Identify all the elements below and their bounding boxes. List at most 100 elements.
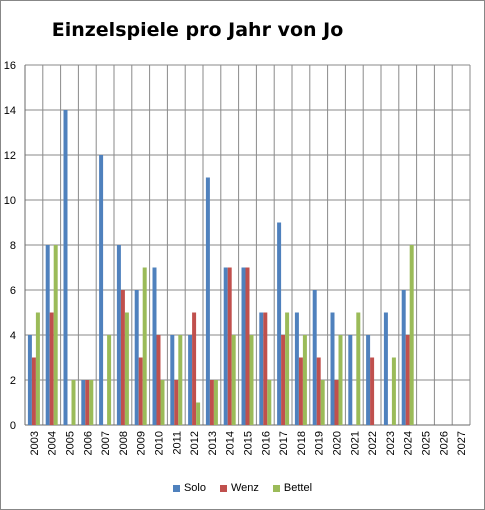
x-tick-label: 2013 xyxy=(207,431,219,455)
bar-wenz xyxy=(334,380,339,425)
legend-swatch xyxy=(172,484,180,492)
bar-solo xyxy=(63,110,68,425)
bar-bettel xyxy=(391,357,396,425)
x-tick-label: 2012 xyxy=(189,431,201,455)
x-tick-label: 2003 xyxy=(29,431,41,455)
bar-bettel xyxy=(356,312,361,425)
bar-solo xyxy=(45,245,50,425)
legend-item-solo: Solo xyxy=(172,482,206,494)
bar-wenz xyxy=(138,357,143,425)
bar-solo xyxy=(99,155,104,425)
bar-wenz xyxy=(316,357,321,425)
x-tick-label: 2025 xyxy=(421,431,433,455)
bar-solo xyxy=(27,335,32,425)
x-tick-label: 2015 xyxy=(243,431,255,455)
legend-label: Solo xyxy=(183,482,206,494)
x-tick-label: 2020 xyxy=(332,431,344,455)
bar-bettel xyxy=(160,380,165,425)
bar-bettel xyxy=(231,335,236,425)
bar-wenz xyxy=(49,312,54,425)
bar-bettel xyxy=(142,267,147,425)
bar-wenz xyxy=(245,267,250,425)
bar-bettel xyxy=(107,335,112,425)
bar-solo xyxy=(277,222,282,425)
x-tick-label: 2022 xyxy=(367,431,379,455)
bar-wenz xyxy=(209,380,214,425)
bar-wenz xyxy=(405,335,410,425)
bar-bettel xyxy=(320,380,325,425)
y-tick-label: 6 xyxy=(10,285,16,297)
x-tick-label: 2018 xyxy=(296,431,308,455)
bar-wenz xyxy=(31,357,36,425)
bar-solo xyxy=(401,290,406,425)
bar-wenz xyxy=(298,357,303,425)
bar-bettel xyxy=(213,380,218,425)
legend-item-bettel: Bettel xyxy=(272,482,313,494)
y-tick-label: 4 xyxy=(10,330,16,342)
bar-bettel xyxy=(178,335,183,425)
x-tick-label: 2027 xyxy=(456,431,468,455)
x-tick-label: 2024 xyxy=(403,431,415,455)
x-tick-label: 2019 xyxy=(314,431,326,455)
x-tick-label: 2004 xyxy=(47,431,59,455)
x-tick-label: 2026 xyxy=(438,431,450,455)
bar-solo xyxy=(348,335,353,425)
legend-swatch xyxy=(219,484,227,492)
x-tick-label: 2021 xyxy=(349,431,361,455)
bar-wenz xyxy=(370,357,375,425)
chart-title: Einzelspiele pro Jahr von Jo xyxy=(51,19,344,41)
legend-label: Bettel xyxy=(283,482,313,494)
bar-bettel xyxy=(338,335,343,425)
bar-solo xyxy=(188,335,193,425)
bar-solo xyxy=(366,335,371,425)
bar-bettel xyxy=(267,380,272,425)
y-tick-label: 12 xyxy=(4,150,16,162)
bar-wenz xyxy=(281,335,286,425)
bar-bettel xyxy=(89,380,94,425)
y-tick-label: 0 xyxy=(10,420,16,432)
y-tick-label: 10 xyxy=(4,195,16,207)
x-tick-label: 2023 xyxy=(385,431,397,455)
legend-item-wenz: Wenz xyxy=(219,482,259,494)
bar-bettel xyxy=(124,312,129,425)
bar-solo xyxy=(330,312,335,425)
bar-solo xyxy=(312,290,317,425)
chart-plot: 0 2 4 6 8 10 12 14 16 2003 2004 2005 2006 2007 2008 200… xyxy=(4,60,471,455)
bar-wenz xyxy=(263,312,268,425)
bar-bettel xyxy=(249,335,254,425)
x-tick-label: 2016 xyxy=(260,431,272,455)
x-tick-label: 2008 xyxy=(118,431,130,455)
y-tick-label: 2 xyxy=(10,375,16,387)
bar-solo xyxy=(116,245,121,425)
x-tick-label: 2006 xyxy=(82,431,94,455)
bar-wenz xyxy=(174,380,179,425)
bar-solo xyxy=(383,312,388,425)
bar-solo xyxy=(294,312,299,425)
y-tick-label: 8 xyxy=(10,240,16,252)
bar-solo xyxy=(170,335,175,425)
bar-bettel xyxy=(409,245,414,425)
x-tick-label: 2014 xyxy=(225,431,237,455)
x-tick-label: 2007 xyxy=(100,431,112,455)
x-tick-label: 2010 xyxy=(154,431,166,455)
bar-solo xyxy=(241,267,246,425)
bar-bettel xyxy=(35,312,40,425)
bar-solo xyxy=(205,177,210,425)
bar-solo xyxy=(152,267,157,425)
bar-bettel xyxy=(302,335,307,425)
y-tick-label: 16 xyxy=(4,60,16,72)
legend-swatch xyxy=(272,484,280,492)
y-tick-label: 14 xyxy=(4,105,16,117)
bar-wenz xyxy=(227,267,232,425)
bar-solo xyxy=(81,380,86,425)
bar-solo xyxy=(259,312,264,425)
bar-wenz xyxy=(156,335,161,425)
x-tick-label: 2017 xyxy=(278,431,290,455)
bar-bettel xyxy=(71,380,76,425)
bar-wenz xyxy=(120,290,125,425)
legend-label: Wenz xyxy=(230,482,259,494)
bar-wenz xyxy=(192,312,197,425)
x-tick-label: 2011 xyxy=(171,431,183,455)
bar-bettel xyxy=(53,245,58,425)
bar-bettel xyxy=(196,402,201,425)
